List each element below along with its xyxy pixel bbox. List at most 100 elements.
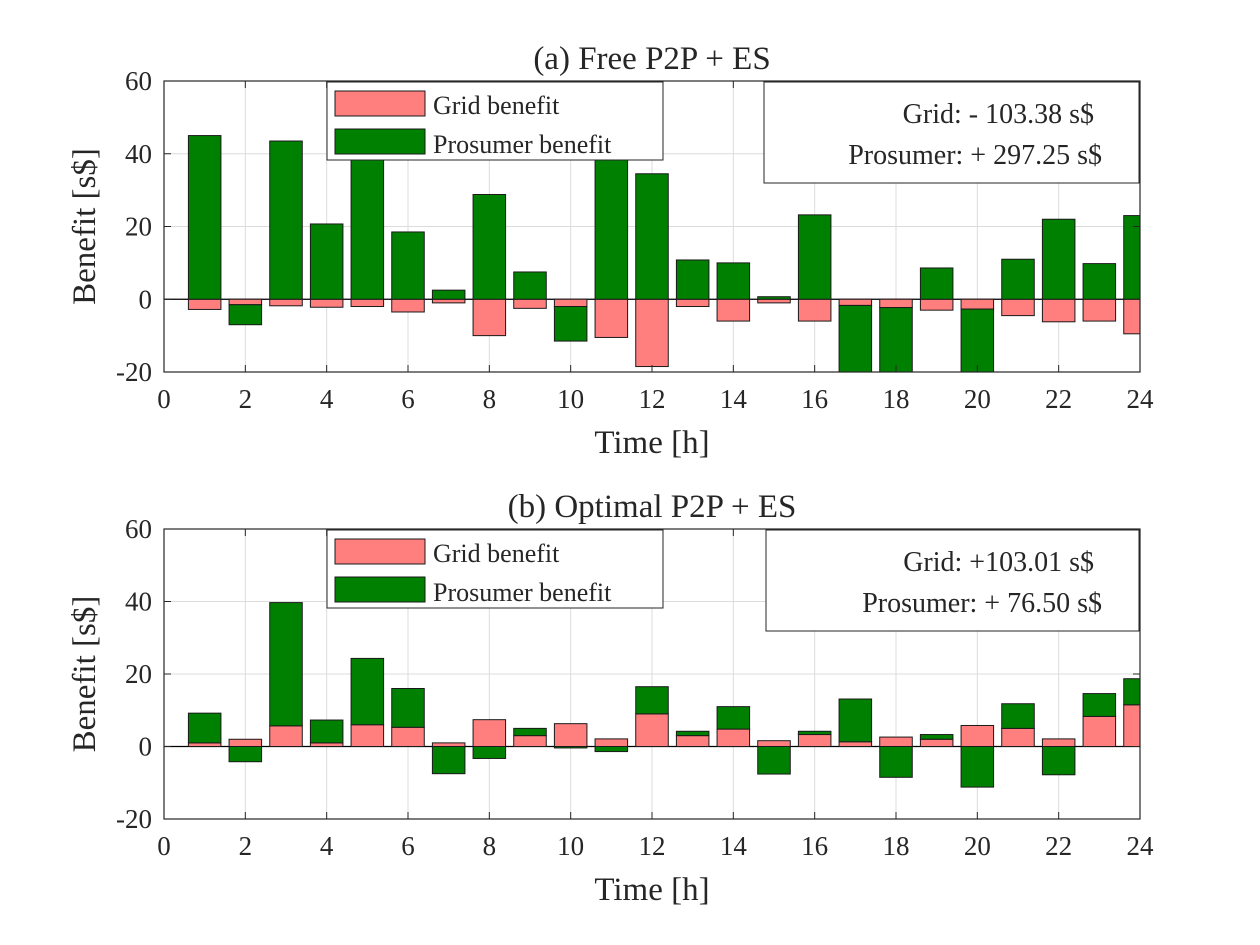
grid-benefit-bar-h23 xyxy=(1082,298,1117,322)
x-tick-label: 10 xyxy=(557,384,584,414)
summary-grid-total: Grid: - 103.38 s$ xyxy=(903,99,1094,130)
prosumer-benefit-bar-h23 xyxy=(1082,693,1117,717)
prosumer-benefit-bar-h10 xyxy=(553,746,588,749)
x-tick-label: 8 xyxy=(483,831,497,861)
x-tick-label: 8 xyxy=(483,384,497,414)
bars xyxy=(187,135,1140,372)
prosumer-benefit-bar-h17 xyxy=(838,304,873,372)
prosumer-benefit-bar-h20 xyxy=(960,746,995,788)
grid-benefit-bar-h22 xyxy=(1041,738,1076,748)
x-tick-label: 6 xyxy=(401,384,415,414)
grid-benefit-bar-h14 xyxy=(716,728,751,747)
prosumer-benefit-bar-h17 xyxy=(838,698,873,743)
legend-swatch-grid xyxy=(334,538,426,565)
grid-benefit-bar-h21 xyxy=(1001,727,1035,747)
grid-benefit-bar-h7 xyxy=(431,742,466,747)
prosumer-benefit-bar-h23 xyxy=(1082,263,1117,300)
grid-benefit-bar-h20 xyxy=(960,724,995,747)
grid-benefit-bar-h2 xyxy=(228,298,263,306)
prosumer-benefit-bar-h1 xyxy=(187,712,222,744)
grid-benefit-bar-h10 xyxy=(553,723,588,747)
chart-title: (b) Optimal P2P + ES xyxy=(508,489,797,525)
prosumer-benefit-bar-h15 xyxy=(757,296,791,300)
legend-swatch-prosumer xyxy=(334,128,426,155)
x-axis-label: Time [h] xyxy=(594,425,709,461)
x-tick-label: 12 xyxy=(639,384,666,414)
prosumer-benefit-bar-h21 xyxy=(1001,703,1035,729)
legend-swatch-grid xyxy=(334,90,426,117)
grid-benefit-bar-h15 xyxy=(757,740,791,748)
y-tick-label: 60 xyxy=(125,514,152,544)
grid-benefit-bar-h15 xyxy=(757,298,791,304)
prosumer-benefit-bar-h18 xyxy=(879,307,913,372)
grid-benefit-bar-h1 xyxy=(187,298,222,310)
x-tick-label: 14 xyxy=(720,384,748,414)
grid-benefit-bar-h17 xyxy=(838,298,873,306)
summary-prosumer-total: Prosumer: + 297.25 s$ xyxy=(848,140,1102,171)
prosumer-benefit-bar-h22 xyxy=(1041,218,1076,300)
grid-benefit-bar-h2 xyxy=(228,738,263,747)
y-tick-label: 60 xyxy=(125,66,152,96)
prosumer-benefit-bar-h8 xyxy=(472,193,507,300)
y-tick-label: 40 xyxy=(125,587,152,617)
grid-benefit-bar-h17 xyxy=(838,741,873,747)
y-tick-label: 0 xyxy=(139,732,153,762)
x-tick-label: 24 xyxy=(1127,384,1155,414)
summary-box: Grid: - 103.38 s$ Prosumer: + 297.25 s$ xyxy=(763,81,1140,184)
prosumer-benefit-bar-h9 xyxy=(513,271,547,300)
grid-benefit-bar-h5 xyxy=(350,298,385,308)
chart-title: (a) Free P2P + ES xyxy=(533,41,770,77)
y-axis-label: Benefit [s$] xyxy=(67,596,103,753)
summary-grid-total: Grid: +103.01 s$ xyxy=(903,547,1094,578)
x-tick-label: 2 xyxy=(239,831,253,861)
x-tick-label: 22 xyxy=(1045,831,1072,861)
grid-benefit-bar-h19 xyxy=(919,738,954,747)
prosumer-benefit-bar-h2 xyxy=(228,746,263,763)
grid-benefit-bar-h4 xyxy=(309,742,344,747)
grid-benefit-bar-h10 xyxy=(553,298,588,308)
legend-label-prosumer: Prosumer benefit xyxy=(433,578,612,607)
x-tick-label: 20 xyxy=(964,384,991,414)
grid-benefit-bar-h1 xyxy=(187,742,222,747)
x-tick-label: 18 xyxy=(883,384,910,414)
grid-benefit-bar-h3 xyxy=(269,298,303,307)
x-ticks: 0 2 4 6 8 10 12 14 16 18 20 22 24 xyxy=(157,81,1154,414)
x-tick-label: 10 xyxy=(557,831,584,861)
grid-benefit-bar-h7 xyxy=(431,298,466,304)
y-ticks: -20 0 20 40 60 xyxy=(116,514,1140,834)
x-tick-label: 18 xyxy=(883,831,910,861)
x-ticks: 0 2 4 6 8 10 12 14 16 18 20 22 24 xyxy=(157,529,1154,861)
prosumer-benefit-bar-h10 xyxy=(553,306,588,342)
prosumer-benefit-bar-h8 xyxy=(472,746,507,759)
y-tick-label: 0 xyxy=(139,284,153,314)
prosumer-benefit-bar-h6 xyxy=(391,231,425,300)
prosumer-benefit-bar-h11 xyxy=(594,153,629,300)
legend: Grid benefit Prosumer benefit xyxy=(326,529,664,609)
prosumer-benefit-bar-h15 xyxy=(757,746,791,775)
grid-benefit-bar-h19 xyxy=(919,298,954,311)
prosumer-benefit-bar-h3 xyxy=(269,140,303,300)
prosumer-benefit-bar-h16 xyxy=(797,730,832,736)
y-tick-label: -20 xyxy=(116,804,152,834)
bars xyxy=(187,602,1140,788)
y-tick-label: 40 xyxy=(125,139,152,169)
prosumer-benefit-bar-h14 xyxy=(716,706,751,730)
grid-benefit-bar-h6 xyxy=(391,726,425,747)
legend-label-prosumer: Prosumer benefit xyxy=(433,130,612,159)
x-tick-label: 0 xyxy=(157,384,171,414)
legend-label-grid: Grid benefit xyxy=(433,539,560,568)
y-axis-label: Benefit [s$] xyxy=(67,148,103,305)
bar-group xyxy=(187,602,1140,788)
grid-benefit-bar-h18 xyxy=(879,298,913,309)
prosumer-benefit-bar-h2 xyxy=(228,304,263,326)
x-tick-label: 4 xyxy=(320,831,334,861)
grid-benefit-bar-h16 xyxy=(797,298,832,322)
grid-benefit-bar-h8 xyxy=(472,719,507,747)
y-tick-label: 20 xyxy=(125,659,152,689)
x-tick-label: 4 xyxy=(320,384,334,414)
prosumer-benefit-bar-h14 xyxy=(716,262,751,300)
grid-benefit-bar-h23 xyxy=(1082,715,1117,747)
